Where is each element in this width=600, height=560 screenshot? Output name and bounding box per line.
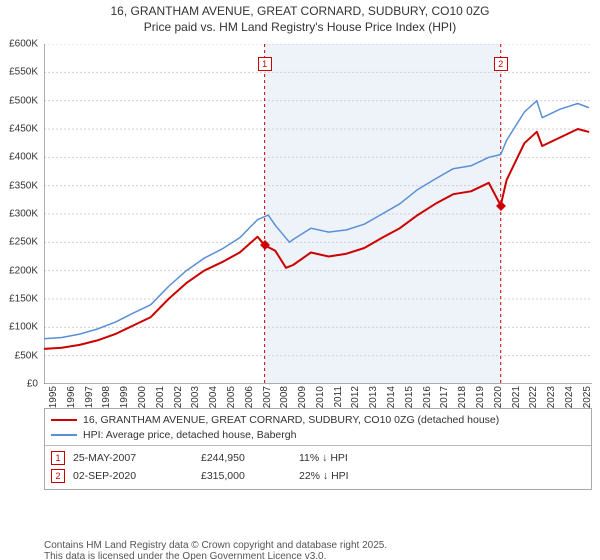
xtick-label: 2025 — [582, 386, 593, 408]
title-line2: Price paid vs. HM Land Registry's House … — [0, 20, 600, 36]
xtick-label: 2000 — [137, 386, 148, 408]
legend-series-label-0: 16, GRANTHAM AVENUE, GREAT CORNARD, SUDB… — [83, 414, 499, 427]
xtick-label: 2020 — [493, 386, 504, 408]
xtick-label: 2015 — [404, 386, 415, 408]
xtick-label: 2006 — [244, 386, 255, 408]
ytick-label: £150K — [0, 294, 40, 305]
xtick-label: 1997 — [84, 386, 95, 408]
ytick-label: £600K — [0, 39, 40, 50]
xtick-label: 1996 — [66, 386, 77, 408]
ytick-label: £50K — [0, 350, 40, 361]
xtick-label: 2005 — [226, 386, 237, 408]
legend-series-label-1: HPI: Average price, detached house, Babe… — [83, 429, 296, 442]
xtick-label: 2002 — [173, 386, 184, 408]
xtick-label: 2014 — [386, 386, 397, 408]
legend-sale-price-1: £315,000 — [201, 470, 291, 483]
xtick-label: 2009 — [297, 386, 308, 408]
legend-box: 16, GRANTHAM AVENUE, GREAT CORNARD, SUDB… — [44, 408, 592, 490]
chart-marker-1: 1 — [258, 57, 272, 71]
legend-sale-delta-1: 22% ↓ HPI — [299, 470, 419, 483]
xtick-label: 2022 — [528, 386, 539, 408]
xtick-label: 2021 — [511, 386, 522, 408]
ytick-label: £400K — [0, 152, 40, 163]
legend-series-row-1: HPI: Average price, detached house, Babe… — [51, 428, 585, 443]
ytick-label: £300K — [0, 209, 40, 220]
footnote-line2: This data is licensed under the Open Gov… — [44, 551, 387, 560]
chart-area — [44, 44, 592, 384]
title-line1: 16, GRANTHAM AVENUE, GREAT CORNARD, SUDB… — [0, 4, 600, 20]
xtick-label: 2024 — [564, 386, 575, 408]
xtick-label: 2011 — [333, 386, 344, 408]
chart-svg — [44, 44, 592, 384]
xtick-label: 2023 — [546, 386, 557, 408]
legend-sale-marker-0: 1 — [51, 451, 65, 465]
legend-sale-marker-1: 2 — [51, 469, 65, 483]
title-block: 16, GRANTHAM AVENUE, GREAT CORNARD, SUDB… — [0, 0, 600, 35]
legend-separator — [45, 445, 591, 446]
ytick-label: £250K — [0, 237, 40, 248]
footnote-line1: Contains HM Land Registry data © Crown c… — [44, 540, 387, 551]
xtick-label: 2001 — [155, 386, 166, 408]
ytick-label: £500K — [0, 95, 40, 106]
footnote: Contains HM Land Registry data © Crown c… — [44, 540, 387, 560]
ytick-label: £200K — [0, 265, 40, 276]
chart-container: 16, GRANTHAM AVENUE, GREAT CORNARD, SUDB… — [0, 0, 600, 560]
legend-sale-date-1: 02-SEP-2020 — [73, 470, 193, 483]
xtick-label: 2016 — [422, 386, 433, 408]
ytick-label: £450K — [0, 124, 40, 135]
legend-swatch-1 — [51, 434, 77, 436]
legend-sale-price-0: £244,950 — [201, 452, 291, 465]
xtick-label: 2004 — [208, 386, 219, 408]
xtick-label: 2012 — [350, 386, 361, 408]
legend-sale-row-1: 2 02-SEP-2020 £315,000 22% ↓ HPI — [51, 467, 585, 485]
legend-swatch-0 — [51, 419, 77, 421]
xtick-label: 2013 — [368, 386, 379, 408]
ytick-label: £0 — [0, 379, 40, 390]
xtick-label: 2018 — [457, 386, 468, 408]
legend-sale-delta-0: 11% ↓ HPI — [299, 452, 419, 465]
ytick-label: £350K — [0, 180, 40, 191]
xtick-label: 2017 — [439, 386, 450, 408]
xtick-label: 2008 — [279, 386, 290, 408]
xtick-label: 2010 — [315, 386, 326, 408]
xtick-label: 2019 — [475, 386, 486, 408]
xtick-label: 2007 — [262, 386, 273, 408]
chart-marker-2: 2 — [494, 57, 508, 71]
ytick-label: £100K — [0, 322, 40, 333]
xtick-label: 1998 — [101, 386, 112, 408]
xtick-label: 2003 — [190, 386, 201, 408]
legend-sale-row-0: 1 25-MAY-2007 £244,950 11% ↓ HPI — [51, 449, 585, 467]
legend-sale-date-0: 25-MAY-2007 — [73, 452, 193, 465]
legend-series-row-0: 16, GRANTHAM AVENUE, GREAT CORNARD, SUDB… — [51, 413, 585, 428]
xtick-label: 1995 — [48, 386, 59, 408]
xtick-label: 1999 — [119, 386, 130, 408]
ytick-label: £550K — [0, 67, 40, 78]
